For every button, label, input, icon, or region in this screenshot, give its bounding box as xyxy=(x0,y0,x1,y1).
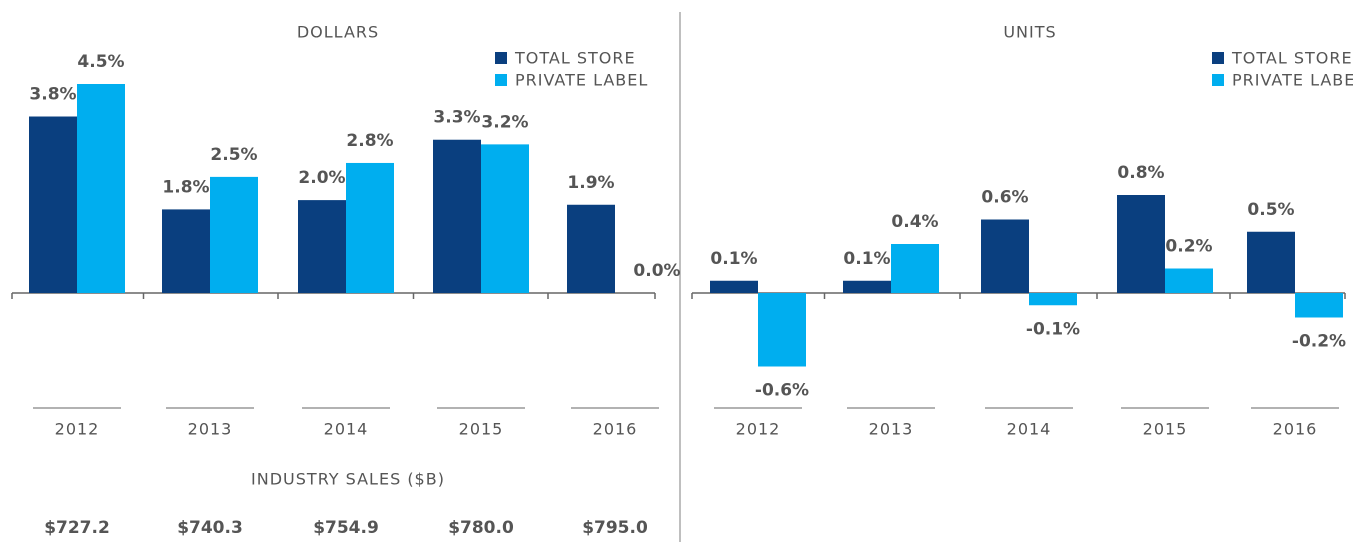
data-label: 0.0% xyxy=(633,261,680,281)
data-label: 2.5% xyxy=(210,145,257,165)
bar xyxy=(981,219,1029,293)
bar xyxy=(1165,268,1213,293)
x-tick-label: 2015 xyxy=(459,420,504,439)
legend-label: TOTAL STORE xyxy=(1231,49,1353,68)
bar xyxy=(843,280,891,293)
x-tick-label: 2013 xyxy=(188,420,233,439)
legend-swatch xyxy=(1212,52,1224,64)
bar xyxy=(1247,231,1295,293)
x-tick-label: 2014 xyxy=(324,420,369,439)
industry-sales-value: $727.2 xyxy=(44,518,110,538)
chart-title: DOLLARS xyxy=(297,23,379,42)
data-label: 3.8% xyxy=(29,85,76,105)
x-tick-label: 2012 xyxy=(736,420,781,439)
data-label: 4.5% xyxy=(77,52,124,72)
legend-swatch xyxy=(495,52,507,64)
bar xyxy=(29,116,77,293)
industry-sales-value: $754.9 xyxy=(313,518,379,538)
bar xyxy=(210,176,258,293)
industry-sales-value: $780.0 xyxy=(448,518,514,538)
data-label: 0.5% xyxy=(1247,200,1294,220)
bar xyxy=(162,209,210,293)
bar xyxy=(346,162,394,293)
x-tick-label: 2016 xyxy=(1273,420,1318,439)
data-label: -0.6% xyxy=(755,381,809,401)
x-tick-label: 2012 xyxy=(55,420,100,439)
data-label: 0.2% xyxy=(1165,237,1212,257)
data-label: 2.0% xyxy=(298,168,345,188)
bar xyxy=(1029,293,1077,306)
legend-label: PRIVATE LABEL xyxy=(1232,71,1353,90)
industry-sales-value: $740.3 xyxy=(177,518,243,538)
bar xyxy=(567,204,615,293)
data-label: -0.1% xyxy=(1026,319,1080,339)
x-tick-label: 2016 xyxy=(593,420,638,439)
x-tick-label: 2013 xyxy=(869,420,914,439)
bar xyxy=(891,244,939,293)
legend-swatch xyxy=(495,74,507,86)
data-label: 1.8% xyxy=(162,177,209,197)
x-tick-label: 2015 xyxy=(1143,420,1188,439)
bar xyxy=(77,84,125,293)
industry-sales-title: INDUSTRY SALES ($B) xyxy=(251,470,445,489)
data-label: 0.6% xyxy=(981,188,1028,208)
legend-label: PRIVATE LABEL xyxy=(515,71,648,90)
bar xyxy=(1295,293,1343,318)
bar xyxy=(298,200,346,293)
bar xyxy=(710,280,758,293)
bar xyxy=(433,139,481,293)
data-label: 2.8% xyxy=(346,131,393,151)
data-label: 1.9% xyxy=(567,173,614,193)
bar xyxy=(481,144,529,293)
data-label: -0.2% xyxy=(1292,332,1346,352)
legend-swatch xyxy=(1212,74,1224,86)
data-label: 0.8% xyxy=(1117,163,1164,183)
x-tick-label: 2014 xyxy=(1007,420,1052,439)
data-label: 0.4% xyxy=(891,212,938,232)
bar xyxy=(758,293,806,367)
data-label: 0.1% xyxy=(710,249,757,269)
data-label: 0.1% xyxy=(843,249,890,269)
industry-sales-value: $795.0 xyxy=(582,518,648,538)
data-label: 3.3% xyxy=(433,108,480,128)
bar xyxy=(1117,195,1165,293)
legend-label: TOTAL STORE xyxy=(514,49,636,68)
data-label: 3.2% xyxy=(481,112,528,132)
chart-title: UNITS xyxy=(1003,23,1056,42)
